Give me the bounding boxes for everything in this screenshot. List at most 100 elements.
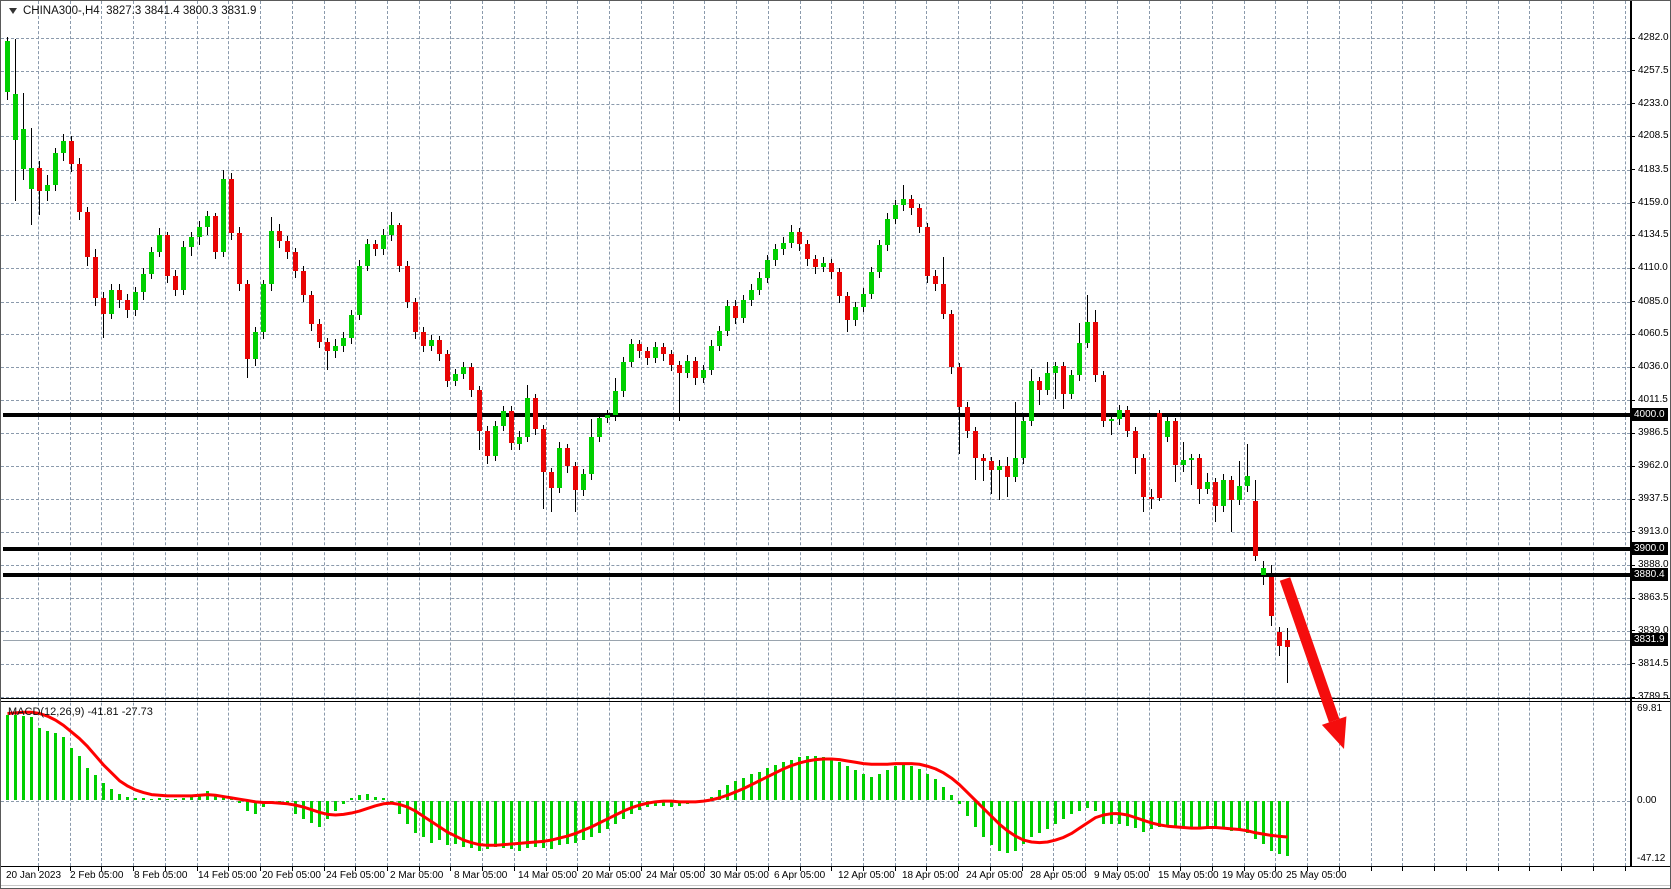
gridline-horizontal <box>1 598 1630 600</box>
date-label: 14 Feb 05:00 <box>198 870 257 881</box>
macd-histogram-bar <box>710 796 713 801</box>
candle-body <box>1013 458 1018 477</box>
macd-histogram-bar <box>1134 800 1137 829</box>
level-price-badge: 3880.4 <box>1631 568 1668 582</box>
macd-indicator-label: MACD(12,26,9) -41.81 -27.73 <box>8 706 153 718</box>
candle-body <box>517 436 522 444</box>
candle-body <box>13 94 18 140</box>
macd-histogram-bar <box>734 780 737 801</box>
gridline-horizontal <box>1 301 1630 303</box>
candle-body <box>957 367 962 408</box>
macd-histogram-bar <box>1086 800 1089 809</box>
candle-body <box>925 226 930 277</box>
candle-body <box>837 272 842 297</box>
macd-histogram-bar <box>1246 800 1249 834</box>
candle-body <box>1261 567 1266 575</box>
candle-body <box>317 324 322 342</box>
gridline-horizontal <box>1 38 1630 39</box>
macd-histogram-bar <box>958 800 961 805</box>
macd-histogram-bar <box>182 797 185 801</box>
pane-separator[interactable] <box>1 698 1670 699</box>
time-tick <box>1307 866 1309 871</box>
time-tick <box>1370 866 1372 871</box>
gridline-horizontal <box>1 466 1630 468</box>
time-tick <box>704 866 706 871</box>
candle-body <box>685 360 690 373</box>
time-tick <box>1148 866 1150 871</box>
price-tick <box>1630 267 1635 269</box>
macd-histogram-bar <box>686 800 689 805</box>
support-resistance-line[interactable] <box>3 573 1630 578</box>
macd-histogram-bar <box>1070 800 1073 814</box>
candle-body <box>493 426 498 456</box>
pane-separator[interactable] <box>1 701 1670 702</box>
trend-arrow-shaft[interactable] <box>1279 577 1340 723</box>
candle-wick <box>959 363 960 455</box>
candle-body <box>965 407 970 432</box>
candle-body <box>861 293 866 307</box>
candle-wick <box>1287 628 1288 684</box>
time-tick <box>1624 866 1626 871</box>
candle-body <box>1125 410 1130 432</box>
candle-body <box>1173 420 1178 465</box>
candle-body <box>645 351 650 358</box>
gridline-horizontal <box>1 565 1630 567</box>
macd-histogram-bar <box>678 800 681 806</box>
macd-histogram-bar <box>1030 800 1033 838</box>
support-resistance-line[interactable] <box>3 413 1630 418</box>
time-tick <box>862 866 864 871</box>
macd-histogram-bar <box>598 800 601 834</box>
price-tick <box>1630 37 1635 39</box>
macd-histogram-bar <box>742 778 745 801</box>
macd-histogram-bar <box>830 758 833 801</box>
candle-body <box>669 353 674 365</box>
candle-body <box>1045 372 1050 390</box>
candle-body <box>405 265 410 302</box>
macd-histogram-bar <box>430 800 433 843</box>
macd-histogram-bar <box>702 800 705 802</box>
date-label: 18 Apr 05:00 <box>902 870 959 881</box>
candle-body <box>173 276 178 290</box>
trend-arrow-head[interactable] <box>1321 716 1347 749</box>
gridline-horizontal <box>1 202 1630 204</box>
gridline-horizontal <box>1 433 1630 435</box>
gridline-horizontal <box>1 334 1630 336</box>
macd-histogram-bar <box>542 800 545 848</box>
macd-histogram-bar <box>1190 800 1193 827</box>
macd-histogram-bar <box>478 800 481 851</box>
symbol-dropdown-icon[interactable] <box>9 8 17 14</box>
time-tick <box>1021 866 1023 871</box>
macd-histogram-bar <box>862 774 865 801</box>
candle-body <box>1037 380 1042 390</box>
date-label: 24 Apr 05:00 <box>966 870 1023 881</box>
candle-body <box>997 466 1002 471</box>
time-tick <box>1116 866 1118 871</box>
price-tick <box>1630 564 1635 566</box>
price-tick <box>1630 234 1635 236</box>
time-tick <box>69 866 71 871</box>
macd-histogram-bar <box>622 800 625 819</box>
gridline-horizontal <box>1 499 1630 501</box>
candle-wick <box>1231 475 1232 532</box>
candle-body <box>893 205 898 219</box>
candle-wick <box>1111 415 1112 436</box>
macd-histogram-bar <box>1006 800 1009 854</box>
candle-body <box>285 241 290 253</box>
candle-body <box>149 252 154 274</box>
price-tick <box>1630 399 1635 401</box>
price-tick-label: 4183.5 <box>1638 163 1669 175</box>
macd-histogram-bar <box>1254 800 1257 839</box>
candle-body <box>245 284 250 360</box>
support-resistance-line[interactable] <box>3 547 1630 552</box>
time-tick <box>989 866 991 871</box>
macd-histogram-bar <box>966 800 969 817</box>
candle-body <box>765 260 770 278</box>
candle-wick <box>1247 443 1248 492</box>
time-tick <box>1465 866 1467 871</box>
macd-histogram-bar <box>1182 800 1185 827</box>
candle-body <box>877 245 882 273</box>
candle-body <box>1181 459 1186 465</box>
candle-body <box>1221 479 1226 507</box>
price-tick <box>1630 103 1635 105</box>
